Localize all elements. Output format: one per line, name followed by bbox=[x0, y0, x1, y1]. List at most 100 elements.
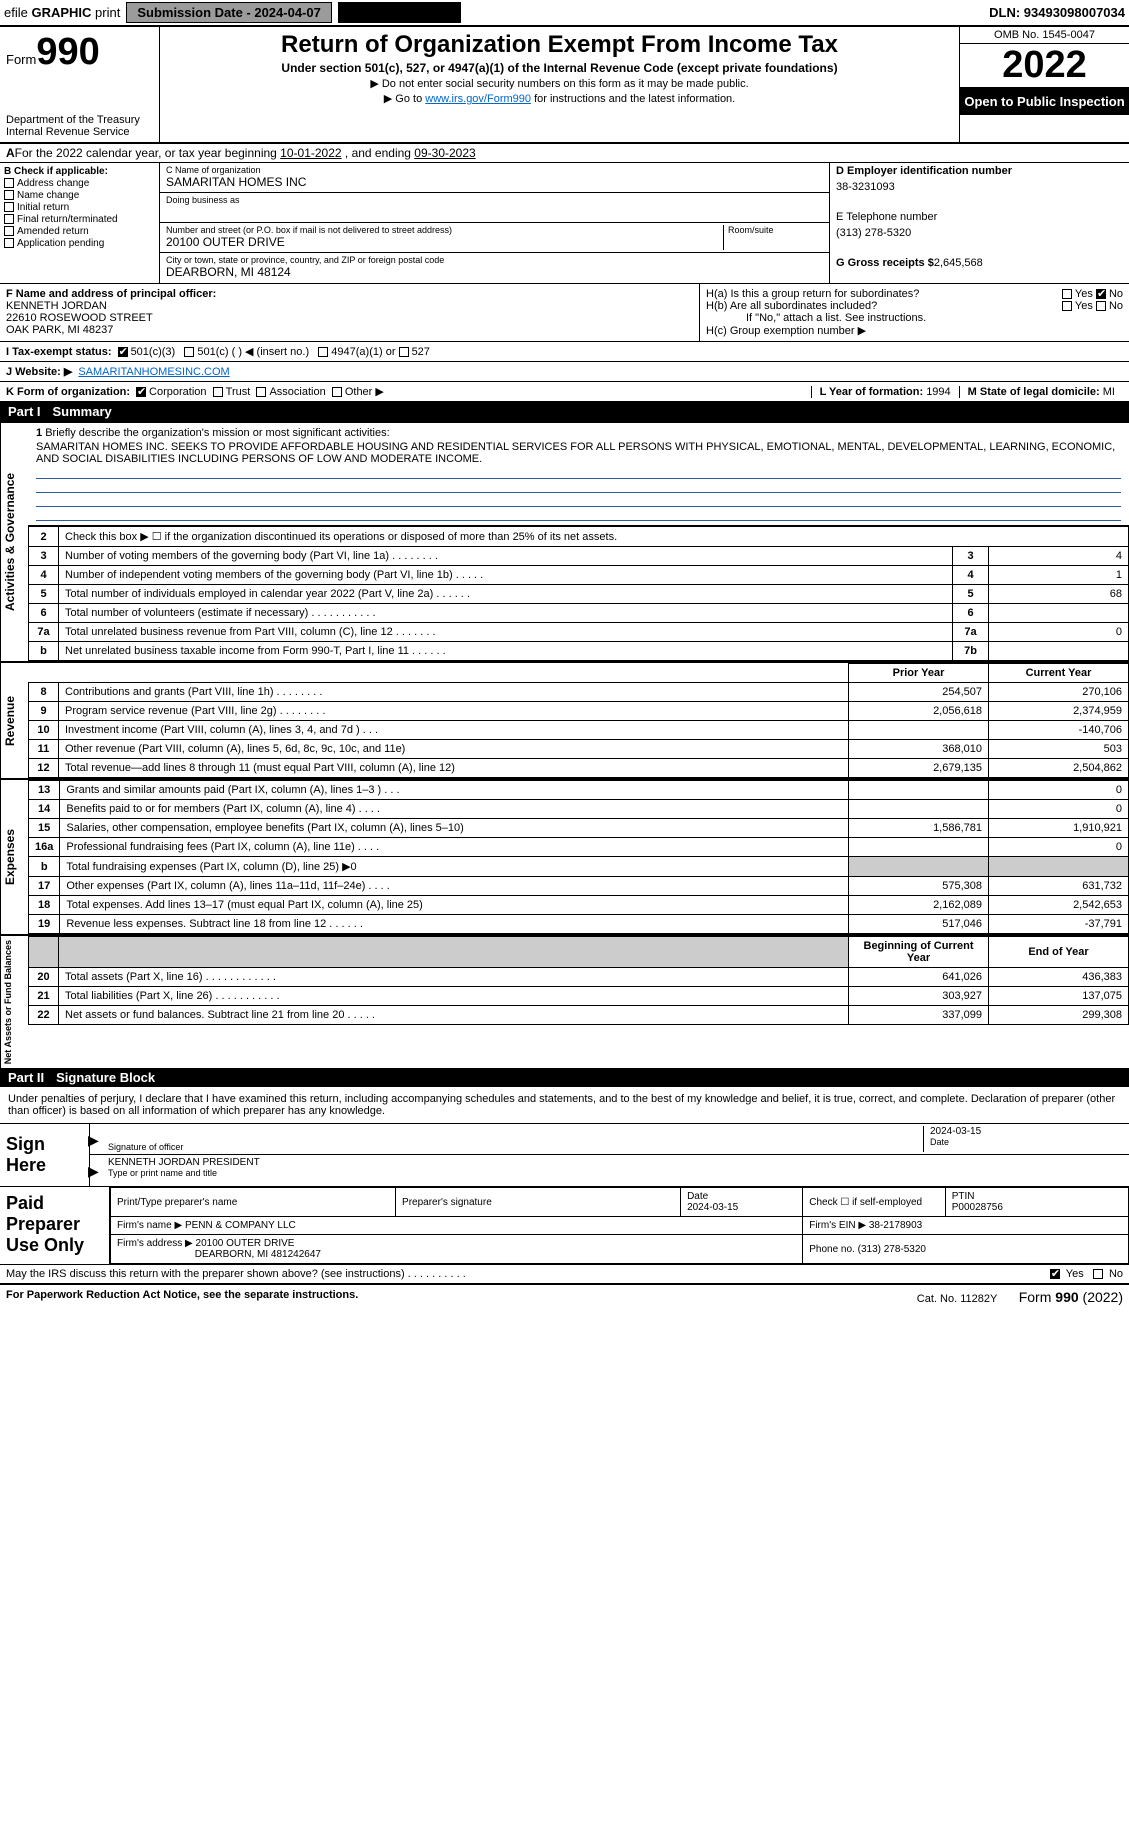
irs-link[interactable]: www.irs.gov/Form990 bbox=[425, 93, 531, 105]
section-expenses: Expenses 13Grants and similar amounts pa… bbox=[0, 778, 1129, 934]
firm-phone-cell: Phone no. (313) 278-5320 bbox=[803, 1235, 1129, 1264]
sig-date: 2024-03-15 bbox=[930, 1126, 1123, 1137]
b-opt-5[interactable]: Application pending bbox=[4, 238, 155, 249]
hb-label: H(b) Are all subordinates included? bbox=[706, 300, 877, 312]
table-row: bNet unrelated business taxable income f… bbox=[29, 642, 1129, 661]
submission-date-button[interactable]: Submission Date - 2024-04-07 bbox=[126, 2, 332, 23]
row-desc: Total expenses. Add lines 13–17 (must eq… bbox=[60, 896, 849, 915]
paid-preparer-block: Paid Preparer Use Only Print/Type prepar… bbox=[0, 1187, 1129, 1265]
cell-current: 2,374,959 bbox=[989, 702, 1129, 721]
prep-title: Paid Preparer Use Only bbox=[0, 1187, 110, 1264]
prep-h1: Print/Type preparer's name bbox=[111, 1188, 396, 1217]
table-row: 19Revenue less expenses. Subtract line 1… bbox=[29, 915, 1129, 934]
b-opt-2[interactable]: Initial return bbox=[4, 202, 155, 213]
checkbox-checked-icon[interactable] bbox=[1096, 289, 1106, 299]
row-num: b bbox=[29, 857, 60, 877]
b-opt-4[interactable]: Amended return bbox=[4, 226, 155, 237]
cell-prior: 575,308 bbox=[849, 877, 989, 896]
ha-yes: Yes bbox=[1075, 288, 1093, 300]
f-block: F Name and address of principal officer:… bbox=[0, 284, 699, 341]
table-row: 13Grants and similar amounts paid (Part … bbox=[29, 781, 1129, 800]
checkbox-icon[interactable] bbox=[1062, 301, 1072, 311]
table-row: Firm's name ▶ PENN & COMPANY LLC Firm's … bbox=[111, 1217, 1129, 1235]
checkbox-checked-icon[interactable] bbox=[118, 347, 128, 357]
footer-cat: Cat. No. 11282Y bbox=[917, 1293, 998, 1305]
phone-value: (313) 278-5320 bbox=[836, 227, 1123, 239]
table-row: 20Total assets (Part X, line 16) . . . .… bbox=[29, 968, 1129, 987]
checkbox-icon[interactable] bbox=[256, 387, 266, 397]
checkbox-icon[interactable] bbox=[4, 214, 14, 224]
footer-form-no: 990 bbox=[1055, 1289, 1078, 1305]
row-desc: Total fundraising expenses (Part IX, col… bbox=[60, 857, 849, 877]
prep-date: 2024-03-15 bbox=[687, 1202, 738, 1213]
irs-label: Internal Revenue Service bbox=[6, 126, 153, 138]
row-val: 1 bbox=[989, 566, 1129, 585]
sign-here-row: Sign Here Signature of officer 2024-03-1… bbox=[0, 1124, 1129, 1187]
checkbox-icon[interactable] bbox=[4, 238, 14, 248]
checkbox-icon[interactable] bbox=[1096, 301, 1106, 311]
top-bar: efile GRAPHIC print Submission Date - 20… bbox=[0, 0, 1129, 27]
a-pre: For the 2022 calendar year, or tax year … bbox=[15, 146, 281, 160]
table-row: 15Salaries, other compensation, employee… bbox=[29, 819, 1129, 838]
cell-prior bbox=[849, 838, 989, 857]
checkbox-icon[interactable] bbox=[4, 226, 14, 236]
checkbox-icon[interactable] bbox=[399, 347, 409, 357]
checkbox-icon[interactable] bbox=[184, 347, 194, 357]
hdr-current: Current Year bbox=[989, 664, 1129, 683]
b-opt-1[interactable]: Name change bbox=[4, 190, 155, 201]
cell-prior: 1,586,781 bbox=[849, 819, 989, 838]
mission-text: SAMARITAN HOMES INC. SEEKS TO PROVIDE AF… bbox=[36, 441, 1121, 465]
checkbox-icon[interactable] bbox=[4, 190, 14, 200]
row-box: 3 bbox=[953, 547, 989, 566]
row-num: 3 bbox=[29, 547, 59, 566]
firm-ein-cell: Firm's EIN ▶ 38-2178903 bbox=[803, 1217, 1129, 1235]
row-desc: Number of independent voting members of … bbox=[59, 566, 953, 585]
row-num: 11 bbox=[29, 740, 59, 759]
prep-h3: Date bbox=[687, 1191, 708, 1202]
checkbox-icon[interactable] bbox=[4, 202, 14, 212]
checkbox-icon[interactable] bbox=[332, 387, 342, 397]
sign-fields: Signature of officer 2024-03-15 Date KEN… bbox=[90, 1124, 1129, 1186]
section-netassets: Net Assets or Fund Balances Beginning of… bbox=[0, 934, 1129, 1068]
i-4947: 4947(a)(1) or bbox=[331, 346, 395, 358]
row-val: 4 bbox=[989, 547, 1129, 566]
row-num: 2 bbox=[29, 527, 59, 547]
row-desc: Total liabilities (Part X, line 26) . . … bbox=[59, 987, 849, 1006]
firm-addr2: DEARBORN, MI 481242647 bbox=[195, 1249, 321, 1260]
checkbox-checked-icon[interactable] bbox=[1050, 1269, 1060, 1279]
k-corp: Corporation bbox=[149, 386, 206, 398]
row-box: 4 bbox=[953, 566, 989, 585]
a-mid: , and ending bbox=[342, 146, 415, 160]
blank-button[interactable] bbox=[338, 2, 461, 23]
org-name: SAMARITAN HOMES INC bbox=[166, 175, 823, 189]
footer-right: Cat. No. 11282Y Form 990 (2022) bbox=[917, 1289, 1123, 1305]
part1-header: Part I Summary bbox=[0, 402, 1129, 421]
row-val bbox=[989, 642, 1129, 661]
f-label: F Name and address of principal officer: bbox=[6, 288, 216, 300]
addr-label: Firm's address ▶ bbox=[117, 1238, 193, 1249]
row-desc: Salaries, other compensation, employee b… bbox=[60, 819, 849, 838]
checkbox-icon[interactable] bbox=[4, 178, 14, 188]
b-lbl-2: Initial return bbox=[17, 202, 69, 213]
officer-addr2: OAK PARK, MI 48237 bbox=[6, 324, 113, 336]
omb-label: OMB No. 1545-0047 bbox=[960, 27, 1129, 44]
row-desc: Investment income (Part VIII, column (A)… bbox=[59, 721, 849, 740]
checkbox-icon[interactable] bbox=[1093, 1269, 1103, 1279]
checkbox-icon[interactable] bbox=[318, 347, 328, 357]
e-block: E Telephone number (313) 278-5320 bbox=[836, 211, 1123, 239]
h-block: H(a) Is this a group return for subordin… bbox=[699, 284, 1129, 341]
table-row: 8Contributions and grants (Part VIII, li… bbox=[29, 683, 1129, 702]
website-link[interactable]: SAMARITANHOMESINC.COM bbox=[78, 366, 229, 378]
row-desc: Number of voting members of the governin… bbox=[59, 547, 953, 566]
footer-pra: For Paperwork Reduction Act Notice, see … bbox=[6, 1289, 358, 1305]
mission-num: 1 bbox=[36, 427, 42, 439]
prep-table-wrap: Print/Type preparer's name Preparer's si… bbox=[110, 1187, 1129, 1264]
row-num: 22 bbox=[29, 1006, 59, 1025]
checkbox-checked-icon[interactable] bbox=[136, 387, 146, 397]
checkbox-icon[interactable] bbox=[213, 387, 223, 397]
i-527: 527 bbox=[412, 346, 430, 358]
b-opt-3[interactable]: Final return/terminated bbox=[4, 214, 155, 225]
line-i: I Tax-exempt status: 501(c)(3) 501(c) ( … bbox=[0, 342, 1129, 362]
checkbox-icon[interactable] bbox=[1062, 289, 1072, 299]
b-opt-0[interactable]: Address change bbox=[4, 178, 155, 189]
